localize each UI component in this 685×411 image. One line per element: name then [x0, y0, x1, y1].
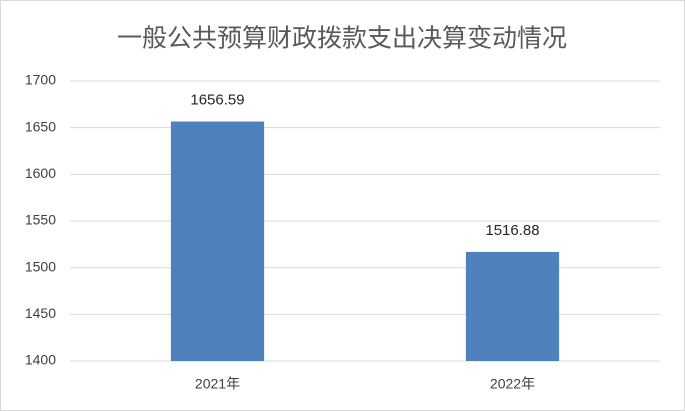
bar — [465, 251, 560, 361]
y-tick-label: 1700 — [25, 72, 56, 88]
y-tick-label: 1450 — [25, 305, 56, 321]
y-tick-label: 1400 — [25, 352, 56, 368]
data-label: 1516.88 — [485, 222, 539, 239]
y-tick-label: 1550 — [25, 212, 56, 228]
bar — [170, 121, 265, 362]
chart-title: 一般公共预算财政拨款支出决算变动情况 — [117, 25, 567, 53]
y-tick-label: 1600 — [25, 165, 56, 181]
y-tick-label: 1650 — [25, 118, 56, 134]
data-label: 1656.59 — [190, 91, 244, 108]
x-tick-label: 2022年 — [490, 376, 535, 392]
x-tick-label: 2021年 — [195, 376, 240, 392]
y-tick-label: 1500 — [25, 258, 56, 274]
